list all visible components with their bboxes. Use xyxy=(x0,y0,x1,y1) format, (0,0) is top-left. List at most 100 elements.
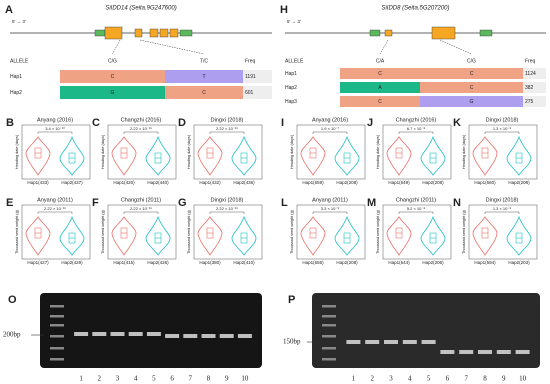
bracket xyxy=(123,211,159,214)
panel-letter: N xyxy=(453,197,461,209)
snp-link xyxy=(139,39,205,55)
gel-image xyxy=(312,293,540,368)
band xyxy=(459,350,474,354)
table-header: T/C xyxy=(200,58,208,64)
snp-link xyxy=(112,39,121,55)
violin xyxy=(386,136,412,176)
violin xyxy=(25,216,51,256)
allele: A xyxy=(378,85,382,91)
table-header: Freq xyxy=(245,58,256,64)
plot-frame xyxy=(107,124,177,180)
ladder-band xyxy=(50,335,64,338)
group-label: Hap2(208) xyxy=(336,180,358,185)
table-header: ALLELE xyxy=(285,58,304,64)
violin xyxy=(300,136,326,176)
band xyxy=(515,350,530,354)
violin xyxy=(420,215,446,256)
exon xyxy=(384,29,393,37)
panel-letter: E xyxy=(6,197,13,209)
plot-frame xyxy=(21,204,91,260)
panel-letter: F xyxy=(92,197,99,209)
direction: 5' → 3' xyxy=(12,19,26,24)
violin-title: Dingxi (2018) xyxy=(486,117,519,123)
hap-name: Hap1 xyxy=(10,74,22,80)
gene-name: SiIDD14 (Seita.9G247600) xyxy=(105,6,176,12)
group-label: Hap1(380) xyxy=(199,260,221,265)
y-label: Thousand seed weight (g) xyxy=(101,209,105,254)
freq-cell xyxy=(243,86,272,99)
utr xyxy=(94,29,106,37)
ladder-band xyxy=(322,358,336,361)
bracket xyxy=(37,131,73,134)
band xyxy=(402,340,417,344)
lane-label: 10 xyxy=(241,375,249,383)
hap-name: Hap1 xyxy=(285,71,297,77)
y-label: Heading date (days) xyxy=(290,134,294,169)
allele-cell xyxy=(165,70,243,83)
plot-frame xyxy=(21,124,91,180)
plot-frame xyxy=(468,204,538,260)
violin xyxy=(59,215,85,256)
panel-letter: I xyxy=(281,117,284,129)
violin-title: Anyang (2011) xyxy=(37,197,73,203)
band xyxy=(128,332,143,336)
group-label: Hap1(659) xyxy=(302,180,324,185)
allele: C xyxy=(470,71,474,77)
panel-letter: J xyxy=(367,117,373,129)
freq-cell xyxy=(243,70,272,83)
ladder-band xyxy=(50,324,64,327)
band xyxy=(365,340,380,344)
group-label: Hap2(208) xyxy=(336,260,358,265)
group-label: Hap1(433) xyxy=(27,180,49,185)
panel-letter: P xyxy=(288,294,295,306)
violin xyxy=(59,135,85,176)
panel-letter: G xyxy=(178,197,187,209)
plot-frame xyxy=(296,204,366,260)
p-value: 2.22 × 10⁻¹⁶ xyxy=(44,206,66,211)
snp-link xyxy=(439,39,472,55)
lane-label: 4 xyxy=(134,375,138,383)
y-label: Heading date (days) xyxy=(376,134,380,169)
ladder-band xyxy=(322,315,336,318)
lane-label: 1 xyxy=(79,375,83,383)
group-label: Hap1(649) xyxy=(388,180,410,185)
lane-label: 9 xyxy=(502,375,506,383)
panel-letter: K xyxy=(453,117,461,129)
freq: 1191 xyxy=(245,74,256,80)
violin xyxy=(420,135,446,176)
y-label: Heading date (days) xyxy=(15,134,19,169)
p-value: 1.9 × 10⁻⁷ xyxy=(321,126,340,131)
allele: C xyxy=(111,74,115,80)
panel-letter: O xyxy=(8,294,17,306)
hap-name: Hap3 xyxy=(285,99,297,105)
lane-label: 9 xyxy=(225,375,229,383)
lane-label: 6 xyxy=(170,375,174,383)
band xyxy=(92,332,107,336)
allele-cell xyxy=(60,86,165,99)
lane-label: 3 xyxy=(116,375,120,383)
band xyxy=(384,340,398,344)
allele: C xyxy=(378,71,382,77)
panel-letter: L xyxy=(281,197,288,209)
allele-cell xyxy=(420,68,523,79)
lane-label: 10 xyxy=(519,375,527,383)
exon xyxy=(149,28,159,38)
band xyxy=(219,334,234,338)
group-label: Hap1(432) xyxy=(199,180,221,185)
group-label: Hap2(440) xyxy=(147,180,169,185)
ladder-band xyxy=(50,315,64,318)
p-value: 2.22 × 10⁻¹⁶ xyxy=(130,126,152,131)
ladder-band xyxy=(322,305,336,308)
plot-frame xyxy=(193,124,263,180)
allele-cell xyxy=(60,70,165,83)
plot-frame xyxy=(107,204,177,260)
allele: C xyxy=(470,85,474,91)
p-value: 1.3 × 10⁻⁸ xyxy=(493,126,512,131)
lane-label: 6 xyxy=(446,375,450,383)
hap-name: Hap2 xyxy=(10,90,22,96)
group-label: Hap1(644) xyxy=(388,260,410,265)
band xyxy=(237,334,252,338)
group-label: Hap2(208) xyxy=(422,180,444,185)
freq: 382 xyxy=(525,85,534,91)
